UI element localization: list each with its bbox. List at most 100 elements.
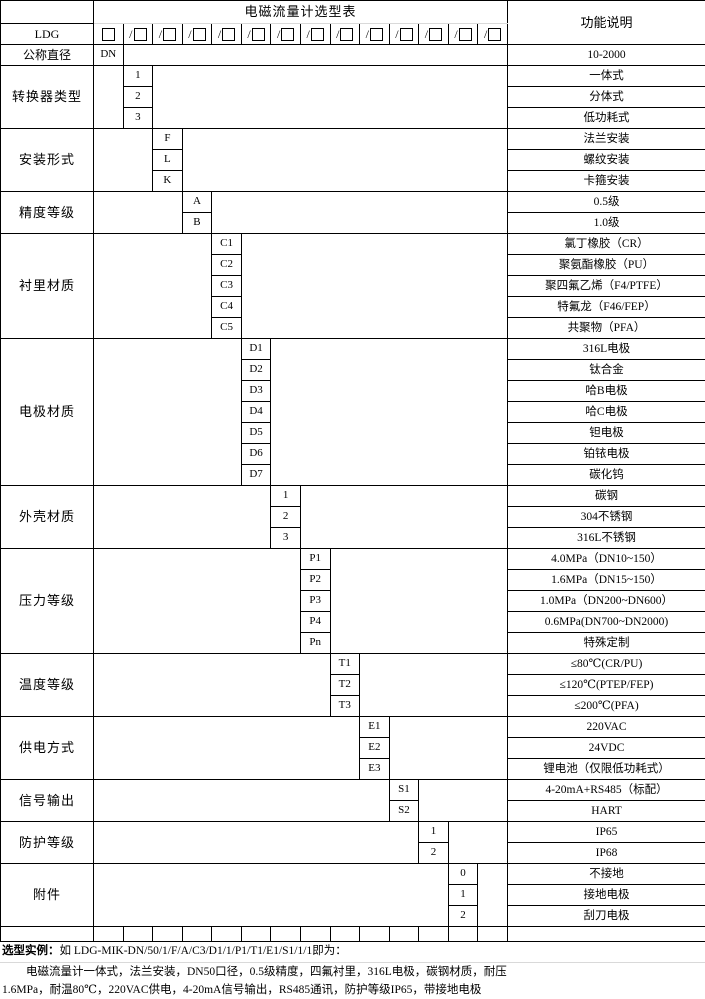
spacer-code: [360, 927, 390, 942]
left-filler: [94, 717, 360, 780]
example-text: 如 LDG-MIK-DN/50/1/F/A/C3/D1/1/P1/T1/E1/S…: [60, 945, 347, 957]
empty-box-icon: [400, 28, 413, 41]
right-filler: [360, 654, 508, 717]
right-filler: [389, 717, 507, 780]
code-cell: K: [153, 171, 183, 192]
desc-cell: ≤200℃(PFA): [508, 696, 705, 717]
desc-cell: 低功耗式: [508, 108, 705, 129]
title-row: 电磁流量计选型表功能说明: [1, 1, 705, 24]
spacer-desc: [508, 927, 705, 942]
empty-box-icon: [488, 28, 501, 41]
code-cell: C5: [212, 318, 242, 339]
right-filler: [330, 549, 508, 654]
code-cell: F: [153, 129, 183, 150]
param-label-9: 供电方式: [1, 717, 94, 780]
footer-notes: 选型实例：如 LDG-MIK-DN/50/1/F/A/C3/D1/1/P1/T1…: [0, 942, 705, 999]
slash-glyph: /: [454, 28, 457, 41]
desc-cell: 304不锈钢: [508, 507, 705, 528]
desc-cell: ≤80℃(CR/PU): [508, 654, 705, 675]
spacer-code: [478, 927, 508, 942]
param-label-11: 防护等级: [1, 822, 94, 864]
code-box-6: /: [271, 24, 301, 45]
spacer-code: [389, 927, 419, 942]
spacer-row: [1, 927, 705, 942]
spacer-code: [330, 927, 360, 942]
right-filler: [478, 864, 508, 927]
desc-cell: 钽电极: [508, 423, 705, 444]
slash-glyph: /: [425, 28, 428, 41]
param-label-5: 电极材质: [1, 339, 94, 486]
desc-cell: 1.0MPa（DN200~DN600）: [508, 591, 705, 612]
left-filler: [94, 192, 183, 234]
empty-box-icon: [340, 28, 353, 41]
desc-cell: 铂铱电极: [508, 444, 705, 465]
desc-cell: 氯丁橡胶（CR）: [508, 234, 705, 255]
slash-glyph: /: [218, 28, 221, 41]
code-cell: 2: [419, 843, 449, 864]
desc-cell: 钛合金: [508, 360, 705, 381]
empty-box-icon: [370, 28, 383, 41]
desc-cell: 10-2000: [508, 45, 705, 66]
code-cell: 3: [123, 108, 153, 129]
spacer-code: [271, 927, 301, 942]
left-filler: [94, 822, 419, 864]
desc-cell: 0.5级: [508, 192, 705, 213]
code-cell: 3: [271, 528, 301, 549]
slash-glyph: /: [307, 28, 310, 41]
desc-cell: IP65: [508, 822, 705, 843]
code-cell: 1: [448, 885, 478, 906]
desc-cell: 0.6MPa(DN700~DN2000): [508, 612, 705, 633]
code-cell: DN: [94, 45, 124, 66]
code-cell: E2: [360, 738, 390, 759]
desc-cell: 锂电池（仅限低功耗式）: [508, 759, 705, 780]
desc-cell: 316L不锈钢: [508, 528, 705, 549]
desc-cell: 4.0MPa（DN10~150）: [508, 549, 705, 570]
left-filler: [94, 780, 390, 822]
empty-box-icon: [252, 28, 265, 41]
description-line-1: 电磁流量计一体式，法兰安装，DN50口径，0.5级精度，四氟衬里，316L电极，…: [2, 964, 703, 982]
param-label-7: 压力等级: [1, 549, 94, 654]
code-cell: E3: [360, 759, 390, 780]
code-box-9: /: [360, 24, 390, 45]
desc-cell: IP68: [508, 843, 705, 864]
param-label-8: 温度等级: [1, 654, 94, 717]
code-cell: C2: [212, 255, 242, 276]
left-filler: [94, 654, 331, 717]
desc-cell: 螺纹安装: [508, 150, 705, 171]
code-cell: C4: [212, 297, 242, 318]
code-cell: S1: [389, 780, 419, 801]
empty-box-icon: [281, 28, 294, 41]
desc-cell: 接地电极: [508, 885, 705, 906]
code-cell: 1: [419, 822, 449, 843]
code-cell: D6: [241, 444, 271, 465]
spacer-code: [212, 927, 242, 942]
code-box-1: /: [123, 24, 153, 45]
desc-cell: 4-20mA+RS485（标配）: [508, 780, 705, 801]
right-filler: [271, 339, 508, 486]
spacer-code: [94, 927, 124, 942]
code-cell: T1: [330, 654, 360, 675]
empty-box-icon: [134, 28, 147, 41]
empty-box-icon: [163, 28, 176, 41]
slash-glyph: /: [188, 28, 191, 41]
empty-box-icon: [429, 28, 442, 41]
desc-cell: 碳钢: [508, 486, 705, 507]
desc-cell: 共聚物（PFA）: [508, 318, 705, 339]
code-cell: D7: [241, 465, 271, 486]
right-filler: [123, 45, 507, 66]
code-cell: D4: [241, 402, 271, 423]
code-box-11: /: [419, 24, 449, 45]
desc-cell: 316L电极: [508, 339, 705, 360]
spacer-code: [123, 927, 153, 942]
empty-box-icon: [102, 28, 115, 41]
code-box-0: [94, 24, 124, 45]
param-label-10: 信号输出: [1, 780, 94, 822]
desc-cell: 特氟龙（F46/FEP）: [508, 297, 705, 318]
